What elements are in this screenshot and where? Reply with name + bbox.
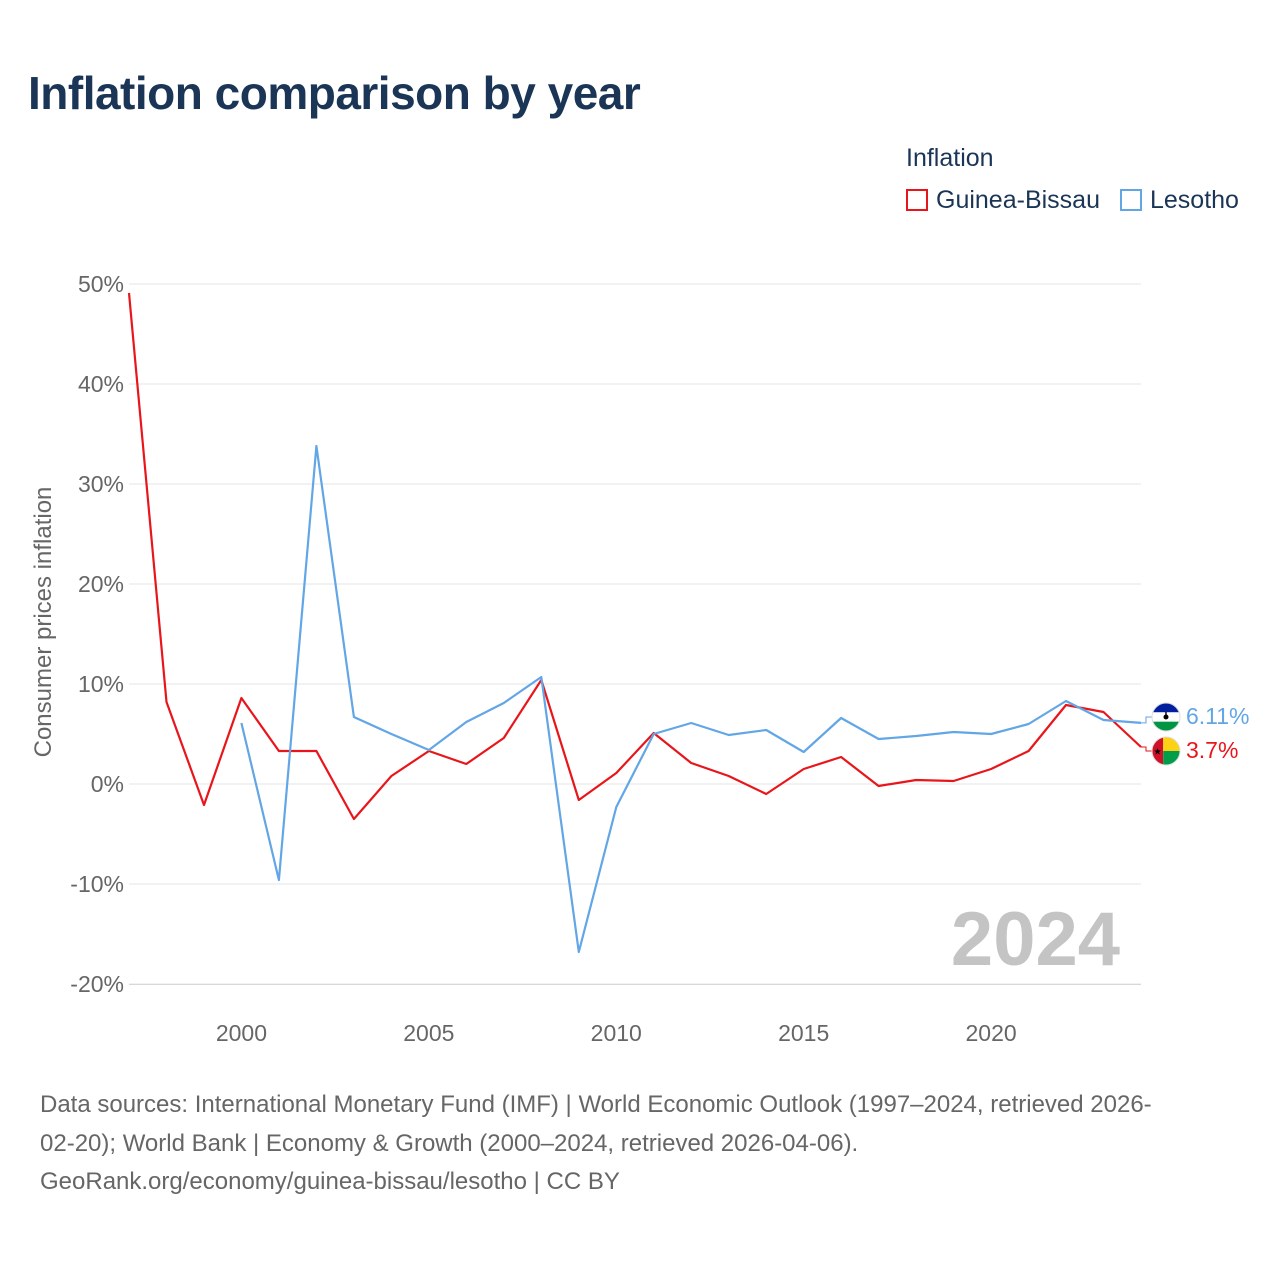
y-tick-label: -10% xyxy=(70,871,124,897)
x-tick-label: 2020 xyxy=(965,1020,1016,1046)
end-label-guinea-bissau: 3.7% xyxy=(1186,737,1238,763)
x-tick-label: 2015 xyxy=(778,1020,829,1046)
series-line-guinea-bissau xyxy=(127,292,1142,821)
guinea-bissau-flag-icon xyxy=(1151,736,1181,766)
footer-sources: Data sources: International Monetary Fun… xyxy=(40,1086,1250,1202)
y-axis-ticks: -20% -10% 0% 10% 20% 30% 40% 50% xyxy=(70,271,124,997)
legend-swatch-lesotho xyxy=(1120,189,1142,211)
grid-lines xyxy=(129,283,1141,985)
legend-title: Inflation xyxy=(906,144,994,172)
legend-item-guinea-bissau[interactable]: Guinea-Bissau xyxy=(906,186,1100,214)
end-labels: 3.7% 6.11% xyxy=(1141,702,1250,766)
series-lines xyxy=(127,292,1142,954)
y-tick-label: 20% xyxy=(78,571,124,597)
x-tick-label: 2000 xyxy=(216,1020,267,1046)
line-chart: 2024 -20%-10%0%10%20%30%40%50% 2000 2005 2… xyxy=(30,271,1250,1046)
legend-swatch-guinea-bissau xyxy=(906,189,928,211)
end-connector-guinea-bissau xyxy=(1141,746,1152,752)
legend-item-lesotho[interactable]: Lesotho xyxy=(1120,186,1239,214)
y-tick-label: 50% xyxy=(78,271,124,297)
series-line-lesotho xyxy=(240,444,1142,954)
lesotho-flag-icon xyxy=(1151,702,1181,732)
y-tick-label: 30% xyxy=(78,471,124,497)
x-tick-label: 2005 xyxy=(403,1020,454,1046)
y-axis-label: Consumer prices inflation xyxy=(30,487,57,758)
legend-label-guinea-bissau: Guinea-Bissau xyxy=(936,185,1100,214)
y-tick-label: 10% xyxy=(78,671,124,697)
end-connector-lesotho xyxy=(1141,716,1152,724)
footer-line-1: Data sources: International Monetary Fun… xyxy=(40,1091,1152,1118)
footer-line-2: 02-20); World Bank | Economy & Growth (2… xyxy=(40,1129,859,1157)
year-watermark: 2024 xyxy=(951,897,1120,982)
legend-label-lesotho: Lesotho xyxy=(1150,185,1239,214)
end-label-lesotho: 6.11% xyxy=(1186,703,1250,729)
x-tick-label: 2010 xyxy=(591,1020,642,1046)
chart-title: Inflation comparison by year xyxy=(28,67,641,119)
y-tick-label: 40% xyxy=(78,371,124,397)
x-axis-ticks: 2000 2005 2010 2015 2020 xyxy=(216,1020,1017,1046)
footer-line-3[interactable]: GeoRank.org/economy/guinea-bissau/lesoth… xyxy=(40,1168,620,1195)
y-tick-label: -20% xyxy=(70,971,124,997)
y-tick-label: 0% xyxy=(91,771,124,797)
